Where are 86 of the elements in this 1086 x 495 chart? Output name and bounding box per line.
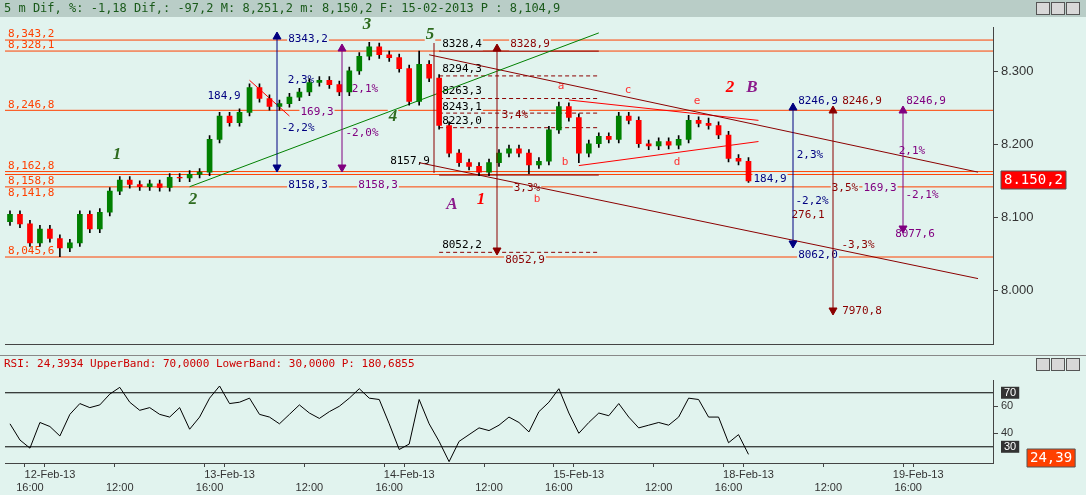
ref-line-label: 8,141,8 bbox=[8, 186, 55, 200]
x-tick-label: 16:00 bbox=[714, 480, 743, 493]
chart-title: 5 m Dif, %: -1,18 Dif,: -97,2 M: 8,251,2 m: 8,150,2 F: 15-02-2013 P : 8,104,9 bbox=[0, 0, 1086, 17]
annotation: 8077,6 bbox=[895, 226, 935, 240]
annotation: a bbox=[557, 78, 565, 92]
annotation: -2,2% bbox=[795, 193, 829, 207]
annotation: 7970,8 bbox=[842, 304, 882, 318]
x-tick-label: 15-Feb-13 bbox=[553, 467, 605, 480]
x-tick-label: 16:00 bbox=[894, 480, 922, 493]
annotation: 2,1% bbox=[898, 143, 926, 157]
annotation: 8328,9 bbox=[510, 37, 550, 51]
x-tick-label: 16:00 bbox=[195, 480, 224, 493]
x-tick-label: 19-Feb-13 bbox=[892, 467, 944, 480]
x-tick-label: 12:00 bbox=[814, 480, 843, 493]
annotation: 8062,0 bbox=[798, 247, 838, 261]
annotation: 184,9 bbox=[207, 88, 241, 102]
annotation: 8246,9 bbox=[798, 94, 838, 108]
annotation: -2,0% bbox=[345, 125, 379, 139]
ref-line-label: 8,158,8 bbox=[8, 173, 55, 187]
x-tick-label: 12:00 bbox=[644, 480, 673, 493]
annotation: A bbox=[445, 194, 458, 214]
annotation: 5 bbox=[425, 23, 435, 43]
annotation: 4 bbox=[387, 106, 398, 126]
annotation: 8246,9 bbox=[842, 94, 882, 108]
annotation: 8243,1 bbox=[442, 99, 482, 113]
x-tick-label: 14-Feb-13 bbox=[383, 467, 435, 480]
ref-line-label: 30 bbox=[1004, 439, 1017, 452]
y-tick-label: 8.300 bbox=[1001, 63, 1034, 79]
annotation: 3,5% bbox=[831, 180, 859, 194]
annotation: -2,2% bbox=[281, 120, 315, 134]
annotation: 184,9 bbox=[753, 171, 787, 185]
ref-line-label: 8,328,1 bbox=[8, 38, 55, 52]
annotation: -2,1% bbox=[905, 187, 939, 201]
y-tick-label: 8.000 bbox=[1001, 281, 1034, 297]
ref-line-label: 8,246,8 bbox=[8, 97, 55, 111]
text: 24,39 bbox=[1030, 448, 1073, 465]
y-tick-label: 8.100 bbox=[1001, 208, 1034, 224]
annotation: d bbox=[673, 154, 681, 168]
annotation: c bbox=[624, 82, 632, 96]
y-tick-label: 60 bbox=[1001, 399, 1014, 412]
annotation: 8263,3 bbox=[442, 84, 482, 98]
y-tick-label: 8.200 bbox=[1001, 136, 1034, 152]
annotation: 2 bbox=[724, 77, 735, 97]
annotation: 8328,4 bbox=[442, 36, 483, 50]
annotation: 3,3% bbox=[513, 180, 541, 194]
annotation: -3,3% bbox=[841, 237, 875, 251]
annotation: b bbox=[533, 191, 541, 205]
chart-title: RSI: 24,3934 UpperBand: 70,0000 LowerBand: 30,0000 P: 180,6855 bbox=[3, 356, 416, 371]
x-tick-label: 16:00 bbox=[375, 480, 403, 493]
x-tick-label: 12-Feb-13 bbox=[24, 467, 76, 480]
annotation: 1 bbox=[112, 144, 122, 164]
x-tick-label: 13-Feb-13 bbox=[204, 467, 255, 480]
annotation: 8343,2 bbox=[288, 31, 328, 45]
x-tick-label: 16:00 bbox=[16, 480, 44, 493]
annotation: 169,3 bbox=[300, 104, 334, 118]
annotation: b bbox=[561, 154, 569, 168]
annotation: 8246,9 bbox=[906, 94, 946, 108]
annotation: 8052,9 bbox=[505, 252, 545, 266]
annotation: B bbox=[745, 77, 758, 97]
annotation: e bbox=[693, 93, 701, 107]
x-tick-label: 18-Feb-13 bbox=[723, 467, 774, 480]
annotation: 2 bbox=[187, 189, 198, 209]
annotation: 276,1 bbox=[791, 207, 825, 221]
annotation: 2,3% bbox=[287, 72, 315, 86]
annotation: 8158,3 bbox=[358, 177, 398, 191]
annotation: 2,3% bbox=[796, 147, 824, 161]
ref-line-label: 8,343,2 bbox=[8, 27, 55, 41]
annotation: 8052,2 bbox=[442, 238, 482, 252]
annotation: 3 bbox=[361, 14, 372, 34]
ref-line-label: 8,045,6 bbox=[8, 244, 55, 258]
y-tick-label: 40 bbox=[1001, 426, 1014, 439]
x-tick-label: 16:00 bbox=[545, 480, 573, 493]
annotation: 8157,9 bbox=[390, 153, 430, 167]
ref-line-label: 70 bbox=[1004, 385, 1017, 398]
x-tick-label: 12:00 bbox=[295, 480, 324, 493]
text: 8.150,2 bbox=[1004, 170, 1064, 187]
annotation: 8158,3 bbox=[288, 177, 328, 191]
x-tick-label: 12:00 bbox=[106, 480, 134, 493]
annotation: 8223,0 bbox=[442, 113, 482, 127]
x-tick-label: 12:00 bbox=[475, 480, 503, 493]
annotation: 2,1% bbox=[351, 81, 379, 95]
annotation: 1 bbox=[476, 189, 486, 209]
annotation: 8294,3 bbox=[442, 61, 482, 75]
annotation: 169,3 bbox=[863, 180, 897, 194]
annotation: 3,4% bbox=[501, 107, 529, 121]
ref-line-label: 8,162,8 bbox=[8, 158, 55, 172]
